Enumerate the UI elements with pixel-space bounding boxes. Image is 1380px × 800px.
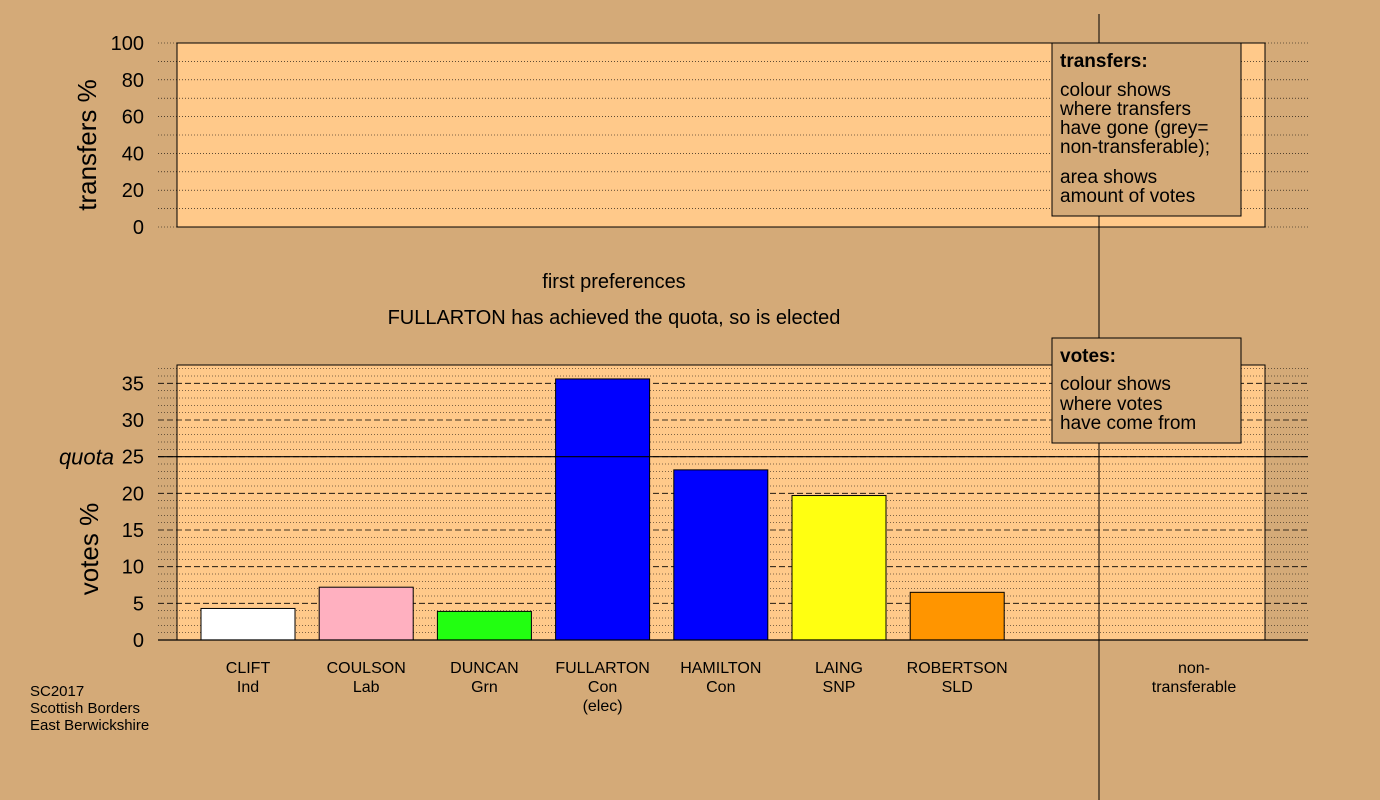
votes-tick-label: 30: [122, 410, 144, 432]
transfers-legend-line: area shows: [1060, 167, 1157, 188]
transfers-legend-line: non-transferable);: [1060, 137, 1210, 158]
candidate-name: FULLARTON: [555, 660, 650, 677]
transfers-legend-line: colour shows: [1060, 80, 1171, 101]
bar-duncan: [436, 610, 532, 641]
non-transferable-label-1: non-: [1178, 660, 1210, 677]
candidate-name: CLIFT: [226, 660, 271, 677]
votes-tick-label: 20: [122, 483, 144, 505]
transfers-tick-label: 40: [122, 143, 144, 165]
transfers-legend-title: transfers:: [1060, 51, 1148, 72]
votes-tick-label: 10: [122, 557, 144, 579]
votes-legend-line: colour shows: [1060, 374, 1171, 395]
candidate-name: HAMILTON: [680, 660, 761, 677]
candidate-name: DUNCAN: [450, 660, 518, 677]
votes-y-ticks: 0 5 10 15 20 25 30 35: [122, 373, 144, 652]
transfers-y-ticks: 0 20 40 60 80 100: [111, 33, 144, 239]
candidate-party: Grn: [471, 679, 498, 696]
transfers-legend-line: amount of votes: [1060, 186, 1195, 207]
candidate-name: LAING: [815, 660, 863, 677]
candidate-party: Ind: [237, 679, 259, 696]
candidate-party: Con: [588, 679, 617, 696]
stage-note: FULLARTON has achieved the quota, so is …: [388, 307, 841, 329]
votes-legend-box: [1051, 337, 1242, 444]
votes-tick-label: 25: [122, 447, 144, 469]
transfers-legend-line: where transfers: [1059, 99, 1191, 120]
votes-tick-label: 35: [122, 373, 144, 395]
transfers-legend-box: [1051, 42, 1242, 217]
non-transferable-label-2: transferable: [1152, 679, 1237, 696]
bar-robertson: [909, 591, 1005, 641]
votes-legend-line: have come from: [1060, 413, 1196, 434]
transfers-tick-label: 20: [122, 180, 144, 202]
bar-clift: [200, 607, 296, 641]
bar-hamilton: [673, 469, 769, 641]
candidate-name: ROBERTSON: [907, 660, 1008, 677]
candidate-name: COULSON: [327, 660, 406, 677]
votes-tick-label: 0: [133, 630, 144, 652]
footer-line: East Berwickshire: [30, 717, 149, 734]
transfers-tick-label: 60: [122, 107, 144, 129]
votes-tick-label: 5: [133, 593, 144, 615]
bar-laing: [791, 495, 887, 641]
candidate-extra: (elec): [583, 698, 623, 715]
candidate-party: Con: [706, 679, 735, 696]
transfers-axis-title: transfers %: [72, 79, 102, 211]
footer-line: SC2017: [30, 683, 84, 700]
votes-legend: votes: colour shows where votes have com…: [1051, 337, 1242, 444]
candidate-party: Lab: [353, 679, 380, 696]
candidate-labels: CLIFT Ind COULSON Lab DUNCAN Grn FULLARTON Con (…: [226, 660, 1008, 715]
footer-line: Scottish Borders: [30, 700, 140, 717]
transfers-tick-label: 100: [111, 33, 144, 55]
votes-tick-label: 15: [122, 520, 144, 542]
candidate-party: SLD: [942, 679, 973, 696]
votes-bars: [200, 378, 1005, 641]
transfers-tick-label: 0: [133, 217, 144, 239]
bar-fullarton: [555, 378, 651, 641]
bar-coulson: [318, 586, 414, 641]
votes-legend-line: where votes: [1059, 394, 1162, 415]
stage-title: first preferences: [542, 271, 685, 293]
transfers-tick-label: 80: [122, 70, 144, 92]
transfers-legend-line: have gone (grey=: [1060, 118, 1208, 139]
votes-axis-title: votes %: [74, 503, 104, 596]
quota-label: quota: [59, 445, 114, 470]
transfers-legend: transfers: colour shows where transfers …: [1051, 42, 1242, 217]
candidate-party: SNP: [823, 679, 856, 696]
votes-legend-title: votes:: [1060, 346, 1116, 367]
